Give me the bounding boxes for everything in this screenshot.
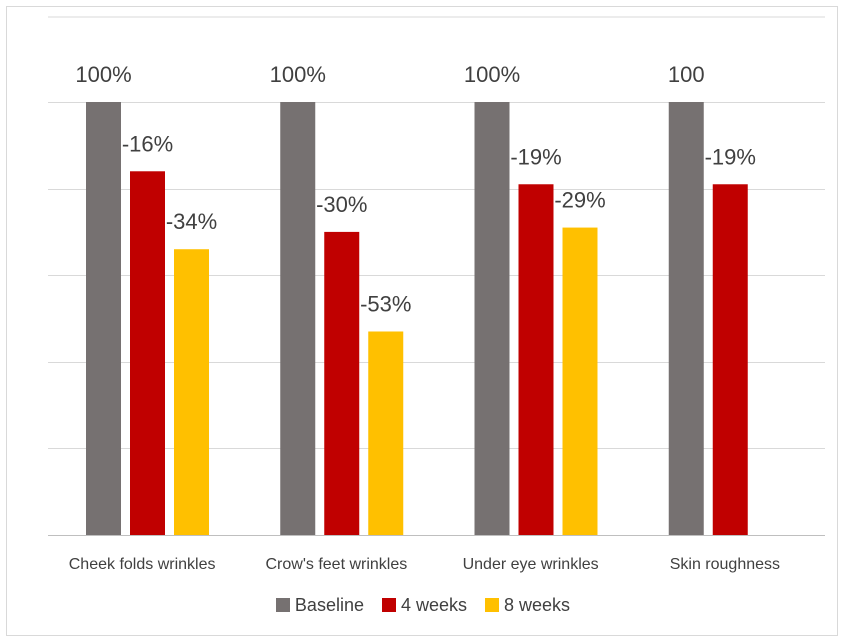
bar-4-weeks bbox=[324, 231, 360, 535]
data-label: -29% bbox=[554, 188, 605, 213]
bar-4-weeks bbox=[712, 184, 748, 535]
bar-4-weeks bbox=[518, 184, 554, 535]
legend-label-baseline: Baseline bbox=[294, 594, 364, 615]
category-label: Crow's feet wrinkles bbox=[265, 556, 407, 573]
data-label: -19% bbox=[510, 144, 561, 169]
bar-baseline bbox=[668, 102, 704, 535]
category-label: Skin roughness bbox=[670, 556, 780, 573]
bar-baseline bbox=[86, 102, 121, 535]
data-label: -53% bbox=[360, 291, 411, 316]
data-label: 100 bbox=[668, 62, 705, 87]
bar-4-weeks bbox=[130, 171, 165, 535]
bar-8-weeks bbox=[174, 249, 209, 535]
legend-label-8-weeks: 8 weeks bbox=[504, 594, 571, 615]
data-label: -30% bbox=[316, 192, 367, 217]
legend-swatch-baseline bbox=[275, 598, 290, 612]
data-label: -34% bbox=[166, 209, 217, 234]
category-label: Cheek folds wrinkles bbox=[69, 556, 216, 573]
data-label: 100% bbox=[75, 62, 131, 87]
data-label: 100% bbox=[270, 62, 326, 87]
data-label: 100% bbox=[464, 62, 520, 87]
legend-swatch-8-weeks bbox=[485, 598, 500, 612]
bar-8-weeks bbox=[562, 227, 598, 535]
category-label: Under eye wrinkles bbox=[463, 556, 599, 573]
legend-item-baseline: Baseline bbox=[275, 594, 364, 616]
legend-label-4-weeks: 4 weeks bbox=[400, 594, 468, 615]
legend-item-8-weeks: 8 weeks bbox=[485, 595, 570, 616]
bar-baseline bbox=[474, 102, 510, 535]
bar-baseline bbox=[280, 102, 316, 535]
legend-swatch-4-weeks bbox=[381, 598, 396, 612]
legend-item-4-weeks: 4 weeks bbox=[381, 594, 468, 616]
data-label: -19% bbox=[705, 144, 756, 169]
bar-8-weeks bbox=[368, 331, 404, 535]
data-label: -16% bbox=[122, 131, 173, 156]
legend: Baseline 4 weeks 8 weeks bbox=[0, 593, 846, 617]
